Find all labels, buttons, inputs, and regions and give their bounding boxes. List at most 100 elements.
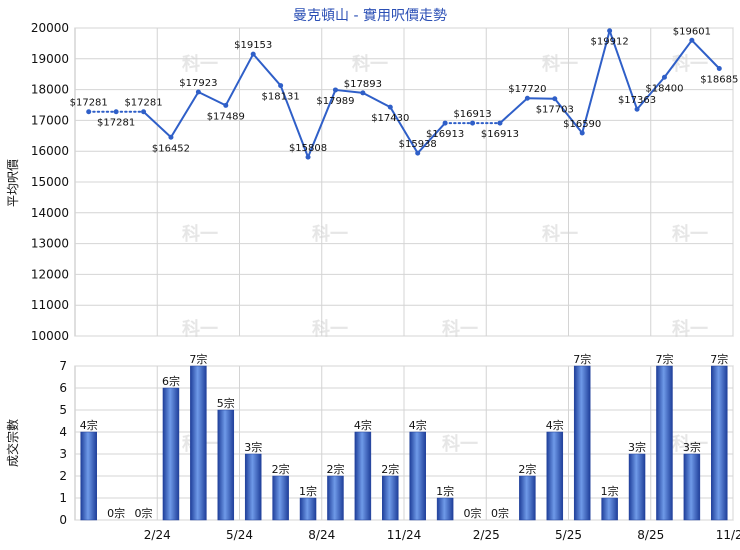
line-point: [497, 120, 503, 126]
bar: [656, 365, 673, 521]
line-point: [387, 104, 393, 110]
line-y-axis-label: 平均呎價: [6, 159, 20, 207]
line-segment: [526, 97, 556, 100]
bar: [519, 475, 536, 521]
x-tick-label: 11/25: [716, 528, 740, 542]
line-y-tick-label: 20000: [31, 21, 69, 35]
line-value-label: $16452: [152, 143, 190, 154]
x-tick-label: 2/24: [144, 528, 171, 542]
line-point: [250, 51, 256, 57]
line-value-label: $17923: [179, 78, 217, 89]
line-value-label: $17893: [344, 79, 382, 90]
line-value-label: $18685: [700, 75, 738, 86]
bar-value-label: 1宗: [299, 484, 317, 498]
line-value-label: $16913: [481, 129, 519, 140]
line-point: [360, 90, 366, 96]
bar: [436, 497, 454, 521]
line-y-tick-label: 10000: [31, 329, 69, 343]
line-segment: [663, 39, 693, 79]
line-value-label: $17281: [70, 98, 108, 109]
bar-y-tick-label: 1: [59, 491, 67, 505]
data-labels: $17281 $17281 $17281 $16452 $17923 $17489 $191…: [70, 26, 739, 154]
bar-value-label: 4宗: [354, 418, 372, 432]
line-point: [415, 150, 421, 156]
bar-series: 4宗 0宗 0宗 6宗 7宗 5宗 3宗 2宗 1宗 2宗 4宗 2宗 4宗 1宗 0宗 0宗 2宗 4宗 7宗 1宗…: [80, 352, 728, 521]
watermark-text: 科一: [442, 318, 478, 340]
line-y-tick-label: 19000: [31, 52, 69, 66]
x-tick-label: 8/25: [637, 528, 664, 542]
watermark-text: 科一: [672, 53, 708, 75]
line-value-label: $19912: [591, 37, 629, 48]
line-segment: [690, 39, 721, 70]
bar-value-label: 7宗: [655, 352, 673, 366]
bar-y-tick-label: 3: [59, 447, 67, 461]
watermark-text: 科一: [672, 433, 708, 455]
x-tick-label: 11/24: [387, 528, 422, 542]
bar-value-label: 1宗: [436, 484, 454, 498]
x-tick-label: 2/25: [473, 528, 500, 542]
bar: [409, 431, 426, 521]
line-value-label: $17989: [316, 96, 354, 107]
x-tick-label: 5/25: [555, 528, 582, 542]
bar-value-label: 7宗: [710, 352, 728, 366]
line-value-label: $17720: [508, 84, 546, 95]
line-point: [113, 109, 119, 115]
line-point: [689, 37, 695, 43]
bar-y-tick-label: 6: [59, 381, 67, 395]
line-value-label: $19153: [234, 40, 272, 51]
bar-y-axis-label: 成交宗數: [5, 419, 20, 467]
line-y-tick-label: 15000: [31, 175, 69, 189]
line-segment: [307, 88, 337, 159]
line-segment: [608, 29, 639, 111]
bar-value-label: 2宗: [326, 462, 344, 476]
line-value-label: $18400: [645, 83, 683, 94]
line-segment: [553, 97, 584, 135]
line-point: [86, 109, 92, 115]
bar: [80, 431, 97, 521]
bar: [683, 453, 701, 521]
line-point: [552, 96, 558, 102]
line-y-tick-label: 18000: [31, 83, 69, 97]
bar-value-label: 5宗: [217, 396, 235, 410]
bar-value-label: 6宗: [162, 374, 180, 388]
line-point: [442, 120, 448, 126]
bar-value-label: 2宗: [272, 462, 290, 476]
bar: [601, 497, 618, 521]
line-value-label: $15808: [289, 143, 327, 154]
bar: [711, 365, 728, 521]
bar: [162, 387, 180, 521]
watermark-text: 科一: [672, 318, 708, 340]
bar: [573, 365, 591, 521]
line-y-tick-label: 13000: [31, 237, 69, 251]
line-value-label: $17281: [97, 118, 135, 129]
bar-y-tick-label: 0: [59, 513, 67, 527]
line-segment: [389, 106, 419, 155]
bar-y-tick-label: 4: [59, 425, 67, 439]
line-segment: [636, 76, 666, 111]
bar-y-tick-label: 2: [59, 469, 67, 483]
line-point: [278, 83, 284, 89]
bar: [272, 475, 289, 521]
x-tick-label: 8/24: [308, 528, 335, 542]
bar-grid: 0 1 2 3 4 5 6 7 2/24 5/24 8/24 11/24 2/25 5/25 8/25 11/…: [59, 359, 740, 542]
bar: [190, 365, 207, 521]
bar-value-label: 3宗: [683, 440, 701, 454]
line-segment: [279, 84, 310, 159]
bar: [327, 475, 344, 521]
bar-value-label: 0宗: [464, 506, 482, 520]
line-series: [86, 28, 722, 160]
bar: [382, 475, 399, 521]
watermark-layer: 科一科一科一科一科一科一科一科一科一科一科一科一科一科一科一: [182, 53, 708, 455]
line-value-label: $17281: [124, 98, 162, 109]
line-point: [195, 89, 201, 95]
line-segment: [169, 90, 200, 139]
line-point: [661, 74, 667, 80]
bar-y-tick-label: 7: [59, 359, 67, 373]
watermark-text: 科一: [352, 53, 388, 75]
bar-value-label: 7宗: [573, 352, 591, 366]
bar: [299, 497, 317, 521]
line-point: [607, 28, 613, 34]
bar-value-label: 0宗: [107, 506, 125, 520]
